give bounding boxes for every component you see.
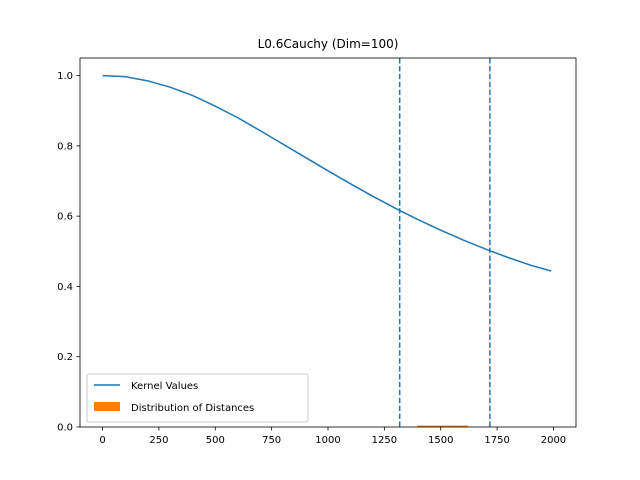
y-tick-label: 0.0 <box>57 423 73 434</box>
histogram-bar <box>457 425 468 428</box>
x-tick-label: 750 <box>262 435 281 446</box>
x-tick-label: 1000 <box>315 435 340 446</box>
x-tick-label: 1500 <box>428 435 453 446</box>
histogram-bar <box>427 425 438 428</box>
kernel-values-line <box>102 74 552 272</box>
axes: 0 250 500 750 1000 1250 1500 1750 2000 0.0 0.2 0.4 0… <box>57 57 577 446</box>
histogram-bar <box>417 425 428 428</box>
y-tick-label: 0.6 <box>57 212 73 223</box>
x-tick-label: 2000 <box>541 435 566 446</box>
legend-label-kernel: Kernel Values <box>131 381 198 392</box>
y-tick-label: 0.8 <box>57 141 73 152</box>
y-tick-label: 0.2 <box>57 352 73 363</box>
x-tick-label: 1750 <box>484 435 509 446</box>
chart-title: L0.6Cauchy (Dim=100) <box>258 37 399 51</box>
plot-area <box>102 58 552 428</box>
x-tick-label: 1250 <box>372 435 397 446</box>
y-tick-label: 1.0 <box>57 71 73 82</box>
legend-bar-swatch <box>94 402 120 411</box>
legend-label-distances: Distribution of Distances <box>131 403 254 414</box>
x-tick-label: 0 <box>99 435 105 446</box>
histogram-bar <box>447 425 458 428</box>
histogram-bar <box>437 425 448 428</box>
axes-frame <box>79 57 577 428</box>
x-tick-label: 500 <box>206 435 225 446</box>
legend-frame <box>86 373 309 423</box>
legend: Kernel Values Distribution of Distances <box>86 373 309 423</box>
y-tick-label: 0.4 <box>57 282 73 293</box>
x-tick-label: 250 <box>149 435 168 446</box>
